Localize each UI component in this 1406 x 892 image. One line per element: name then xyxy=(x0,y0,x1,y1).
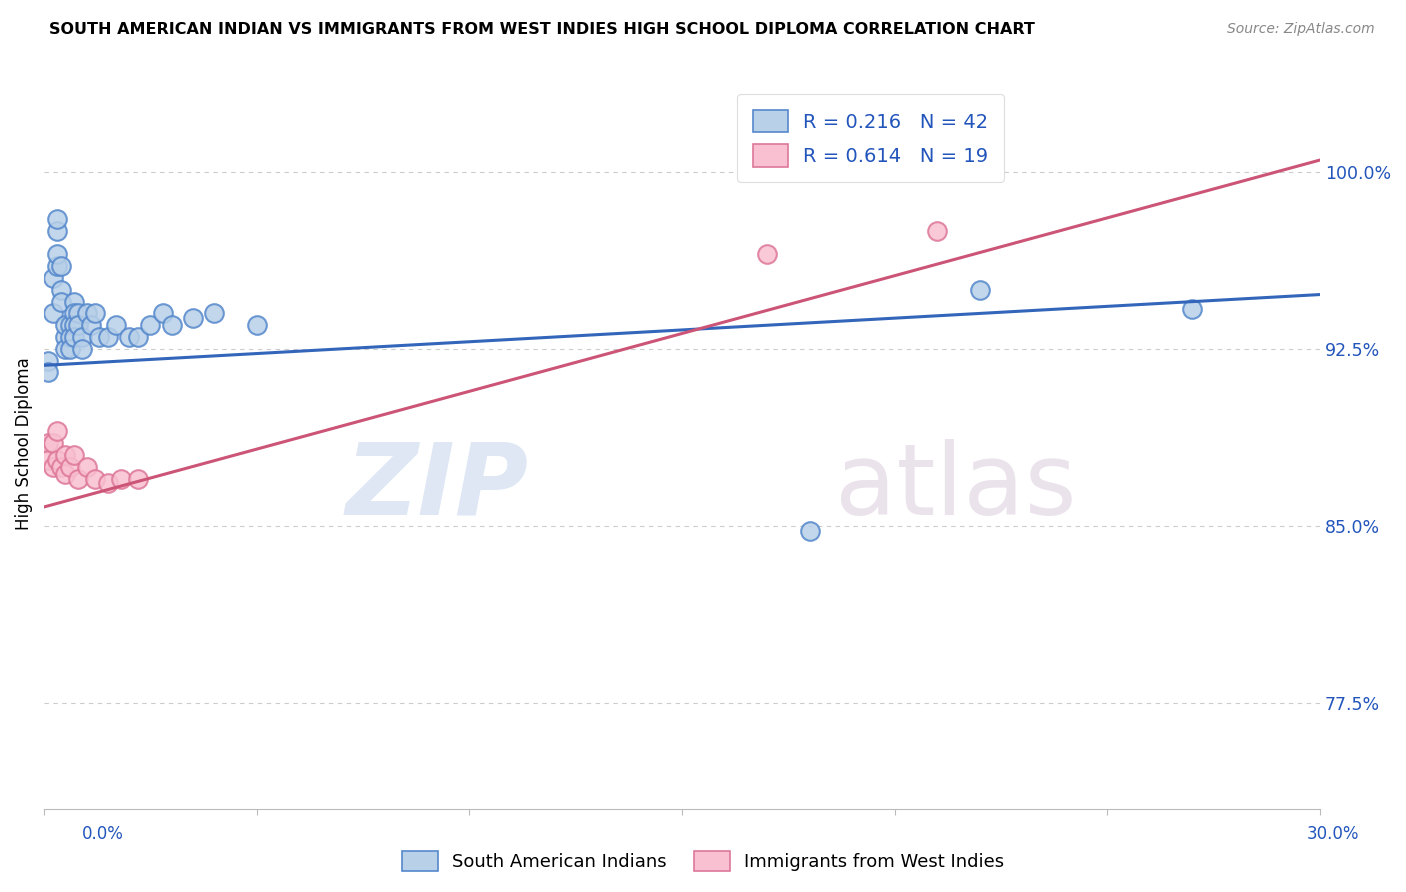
Text: ZIP: ZIP xyxy=(346,439,529,535)
Point xyxy=(84,472,107,486)
Point xyxy=(45,212,67,227)
Point xyxy=(202,306,225,320)
Point xyxy=(59,459,82,474)
Text: Source: ZipAtlas.com: Source: ZipAtlas.com xyxy=(1227,22,1375,37)
Point xyxy=(63,306,86,320)
Text: 30.0%: 30.0% xyxy=(1306,825,1360,843)
Point xyxy=(49,283,72,297)
Point xyxy=(53,342,76,356)
Point xyxy=(799,524,821,538)
Point xyxy=(76,306,98,320)
Point xyxy=(67,306,90,320)
Point xyxy=(63,318,86,333)
Point xyxy=(49,259,72,273)
Point xyxy=(127,472,149,486)
Point xyxy=(63,330,86,344)
Point xyxy=(72,342,94,356)
Legend: South American Indians, Immigrants from West Indies: South American Indians, Immigrants from … xyxy=(394,844,1012,879)
Point xyxy=(97,330,120,344)
Text: atlas: atlas xyxy=(835,439,1077,535)
Point xyxy=(72,330,94,344)
Point xyxy=(756,247,779,261)
Point xyxy=(139,318,162,333)
Point xyxy=(67,472,90,486)
Point xyxy=(181,311,204,326)
Point xyxy=(45,259,67,273)
Point xyxy=(49,459,72,474)
Point xyxy=(45,452,67,467)
Point xyxy=(45,224,67,238)
Point xyxy=(49,294,72,309)
Point xyxy=(41,306,63,320)
Point xyxy=(118,330,141,344)
Point xyxy=(45,425,67,439)
Point xyxy=(59,318,82,333)
Point xyxy=(53,330,76,344)
Point xyxy=(110,472,132,486)
Point xyxy=(1181,301,1204,316)
Legend: R = 0.216   N = 42, R = 0.614   N = 19: R = 0.216 N = 42, R = 0.614 N = 19 xyxy=(737,95,1004,182)
Point xyxy=(67,318,90,333)
Point xyxy=(53,448,76,462)
Point xyxy=(76,459,98,474)
Point xyxy=(89,330,111,344)
Point xyxy=(152,306,174,320)
Point xyxy=(927,224,949,238)
Point xyxy=(37,366,59,380)
Point xyxy=(59,330,82,344)
Point xyxy=(37,436,59,450)
Point xyxy=(37,353,59,368)
Point xyxy=(53,318,76,333)
Point xyxy=(41,459,63,474)
Point xyxy=(969,283,991,297)
Point xyxy=(41,271,63,285)
Point xyxy=(41,436,63,450)
Point xyxy=(97,476,120,491)
Point xyxy=(80,318,103,333)
Point xyxy=(84,306,107,320)
Point xyxy=(37,452,59,467)
Point xyxy=(127,330,149,344)
Point xyxy=(160,318,183,333)
Point xyxy=(53,467,76,481)
Y-axis label: High School Diploma: High School Diploma xyxy=(15,357,32,530)
Text: 0.0%: 0.0% xyxy=(82,825,124,843)
Text: SOUTH AMERICAN INDIAN VS IMMIGRANTS FROM WEST INDIES HIGH SCHOOL DIPLOMA CORRELA: SOUTH AMERICAN INDIAN VS IMMIGRANTS FROM… xyxy=(49,22,1035,37)
Point xyxy=(59,342,82,356)
Point xyxy=(45,247,67,261)
Point xyxy=(63,448,86,462)
Point xyxy=(246,318,269,333)
Point xyxy=(105,318,128,333)
Point xyxy=(63,294,86,309)
